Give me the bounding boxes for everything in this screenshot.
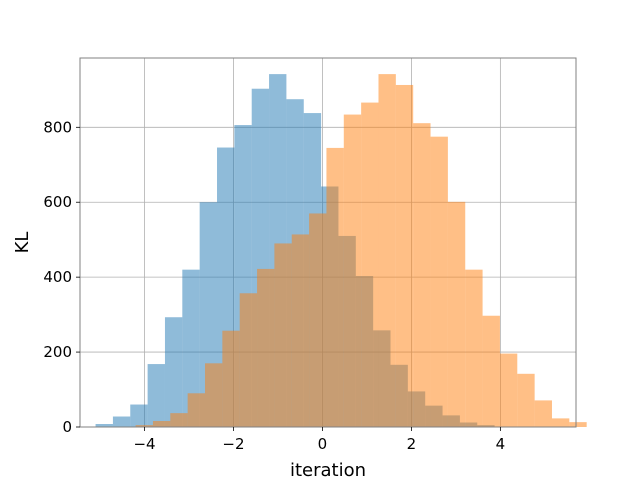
histogram-bar-series-2 bbox=[499, 353, 518, 427]
histogram-bar-series-1 bbox=[130, 404, 148, 427]
y-tick-label: 800 bbox=[43, 118, 72, 136]
x-tick-label: 0 bbox=[318, 435, 328, 453]
histogram-bar-series-2 bbox=[378, 74, 396, 427]
histogram-bar-series-1 bbox=[95, 424, 113, 427]
histogram-bar-series-2 bbox=[222, 330, 240, 427]
histogram-bar-series-1 bbox=[182, 269, 200, 427]
histogram-bar-series-2 bbox=[170, 413, 188, 427]
histogram-bar-series-2 bbox=[517, 373, 535, 427]
histogram-bar-series-2 bbox=[551, 418, 570, 427]
y-axis-label: KL bbox=[12, 232, 33, 254]
histogram-bar-series-2 bbox=[257, 268, 275, 427]
histogram-bar-series-2 bbox=[361, 102, 379, 427]
histogram-bar-series-2 bbox=[326, 147, 344, 427]
histogram-bar-series-2 bbox=[534, 400, 552, 427]
x-tick-label: 4 bbox=[496, 435, 506, 453]
x-tick-label: −4 bbox=[133, 435, 155, 453]
histogram-bars bbox=[95, 74, 587, 428]
histogram-bar-series-1 bbox=[112, 416, 131, 427]
histogram-bar-series-2 bbox=[430, 136, 448, 427]
histogram-bar-series-2 bbox=[291, 234, 310, 427]
y-tick-label: 200 bbox=[43, 343, 72, 361]
histogram-bar-series-2 bbox=[205, 363, 223, 427]
y-axis-ticks: 0 200 400 600 800 bbox=[43, 118, 80, 436]
histogram-bar-series-2 bbox=[239, 293, 258, 427]
plot-frame bbox=[79, 57, 577, 428]
y-tick-label: 400 bbox=[43, 268, 72, 286]
histogram-bar-series-2 bbox=[395, 84, 414, 427]
histogram-bar-series-2 bbox=[274, 243, 292, 427]
histogram-bar-series-2 bbox=[343, 114, 362, 428]
y-tick-label: 600 bbox=[43, 193, 72, 211]
histogram-bar-series-2 bbox=[309, 213, 327, 427]
histogram-bar-series-2 bbox=[447, 201, 466, 427]
x-axis-label: iteration bbox=[290, 460, 366, 480]
x-axis-ticks: −4 −2 0 2 4 bbox=[133, 427, 505, 453]
histogram-bar-series-2 bbox=[413, 123, 431, 428]
histogram-bar-series-2 bbox=[187, 393, 206, 427]
histogram-bar-series-2 bbox=[152, 421, 171, 427]
histogram-bar-series-1 bbox=[147, 364, 165, 427]
x-tick-label: −2 bbox=[222, 435, 244, 453]
histogram-bar-series-2 bbox=[465, 269, 483, 427]
x-tick-label: 2 bbox=[407, 435, 417, 453]
y-tick-label: 0 bbox=[62, 418, 72, 436]
histogram-bar-series-2 bbox=[569, 422, 587, 427]
histogram-bar-series-2 bbox=[482, 315, 500, 427]
histogram-bar-series-1 bbox=[164, 317, 183, 427]
histogram-bar-series-2 bbox=[135, 425, 153, 427]
